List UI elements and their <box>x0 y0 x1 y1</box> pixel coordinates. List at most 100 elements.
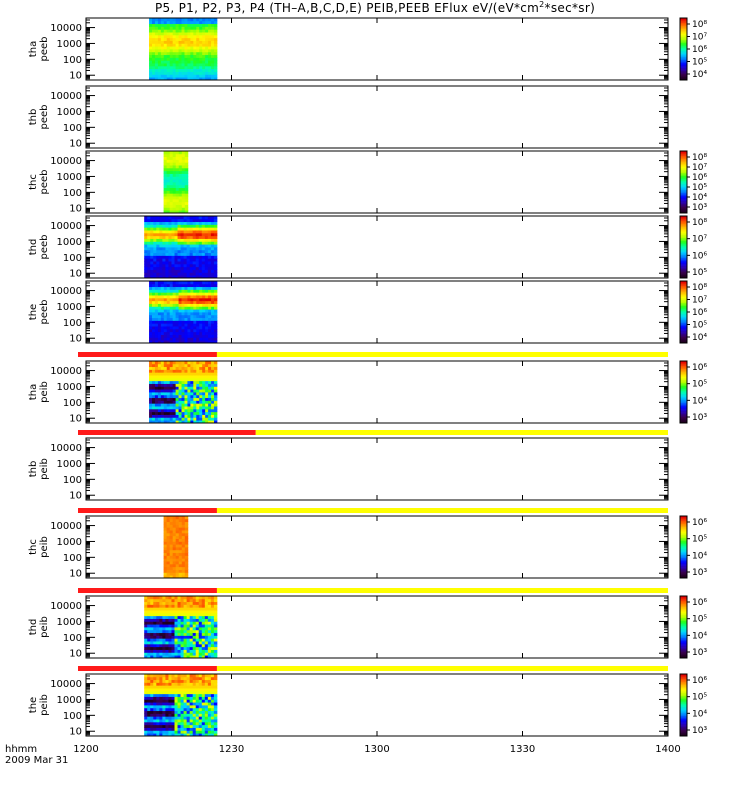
spectrogram-cell <box>205 23 209 27</box>
colorbar-frame <box>679 150 688 214</box>
spectrogram-cell <box>198 705 203 709</box>
spectrogram-cell <box>208 414 212 418</box>
spectrogram-cell <box>183 235 188 239</box>
spectrogram-cell <box>174 266 178 270</box>
colorbar-swatch <box>680 55 687 58</box>
spectrogram-cell <box>144 693 148 697</box>
spectrogram-cell <box>166 173 171 177</box>
spectrogram-cell <box>160 326 165 330</box>
spectrogram-cell <box>157 51 162 56</box>
spectrogram-cell <box>214 380 218 384</box>
spectrogram-cell <box>186 272 191 276</box>
spectrogram-cell <box>181 394 185 399</box>
spectrogram-cell <box>196 309 200 313</box>
spectrogram-cell <box>169 176 174 180</box>
y-tick-label: 10 <box>69 414 82 425</box>
spectrogram-cell <box>192 232 197 237</box>
spectrogram-cell <box>149 306 153 310</box>
spectrogram-cell <box>211 366 215 370</box>
spectrogram-cell <box>147 724 151 728</box>
spectrogram-cell <box>196 408 200 413</box>
spectrogram-cell <box>181 54 185 58</box>
spectrogram-cell <box>184 184 189 189</box>
spectrogram-cell <box>208 283 212 288</box>
spectrogram-cell <box>178 394 182 399</box>
spectrogram-cell <box>175 46 179 50</box>
spectrogram-cell <box>144 702 148 706</box>
spectrogram-cell <box>211 340 215 344</box>
spectrogram-cell <box>157 312 162 316</box>
spectrogram-cell <box>189 252 194 256</box>
spectrogram-cell <box>201 232 206 237</box>
spectrogram-cell <box>204 713 209 717</box>
spectrogram-cell <box>156 705 160 709</box>
spectrogram-cell <box>153 655 157 659</box>
spectrogram-cell <box>160 408 165 413</box>
spectrogram-cell <box>205 340 209 344</box>
spectrogram-cell <box>186 676 191 681</box>
spectrogram-cell <box>174 224 178 228</box>
spectrogram-cell <box>208 292 212 296</box>
spectrogram-cell <box>163 165 168 169</box>
spectrogram-cell <box>184 417 188 421</box>
colorbar-swatch <box>680 653 687 656</box>
spectrogram-cell <box>175 43 179 47</box>
spectrogram-cell <box>156 699 160 703</box>
spectrogram-cell <box>159 598 163 603</box>
spectrogram-cell <box>178 411 182 415</box>
spectrogram-cell <box>211 389 215 393</box>
spectrogram-cell <box>156 258 160 262</box>
spectrogram-cell <box>168 707 172 712</box>
spectrogram-cell <box>172 561 177 565</box>
spectrogram-cell <box>189 643 194 648</box>
spectrogram-cell <box>208 380 212 384</box>
spectrogram-cell <box>202 420 206 424</box>
spectrogram-cell <box>152 77 156 81</box>
y-tick-label: 100 <box>63 633 82 644</box>
spectrogram-cell <box>149 363 153 368</box>
spectrogram-cell <box>154 406 159 410</box>
spectrogram-cell <box>154 361 159 365</box>
colorbar-swatch <box>680 722 687 724</box>
spectrogram-cell <box>183 244 188 248</box>
colorbar-swatch <box>680 723 687 726</box>
spectrogram-cell <box>174 727 178 731</box>
spectrogram-cell <box>172 306 177 310</box>
spectrogram-cell <box>152 312 156 316</box>
spectrogram-cell <box>181 68 185 72</box>
spectrogram-cell <box>156 690 160 695</box>
spectrogram-cell <box>157 389 162 393</box>
spectrogram-cell <box>163 37 168 41</box>
colorbar-swatch <box>680 528 687 531</box>
spectrogram-cell <box>163 323 168 327</box>
spectrogram-cell <box>159 702 163 706</box>
spectrogram-cell <box>159 629 163 634</box>
spectrogram-cell <box>213 705 218 709</box>
spectrogram-cell <box>178 29 182 33</box>
spectrogram-cell <box>205 300 209 304</box>
spectrogram-cell <box>190 37 194 41</box>
spectrogram-cell <box>202 331 206 335</box>
spectrogram-cell <box>204 721 209 726</box>
colorbar-swatch <box>680 216 687 218</box>
spectrogram-cell <box>189 696 194 700</box>
spectrogram-cell <box>157 303 162 307</box>
spectrogram-cell <box>150 604 154 608</box>
spectrogram-cell <box>144 624 148 628</box>
spectrogram-cell <box>187 65 191 70</box>
spectrogram-cell <box>168 224 172 228</box>
colorbar-swatch <box>680 183 687 186</box>
spectrogram-cell <box>174 238 178 242</box>
colorbar-swatch <box>680 200 687 203</box>
spectrogram-cell <box>204 269 209 273</box>
spectrogram-cell <box>204 224 209 228</box>
spectrogram-cell <box>199 417 203 421</box>
spectrogram-cell <box>210 676 215 681</box>
spectrogram-cell <box>199 54 203 58</box>
spectrogram-cell <box>144 230 148 234</box>
spectrogram-cell <box>152 57 156 61</box>
spectrogram-cell <box>162 721 166 726</box>
spectrogram-cell <box>154 309 159 313</box>
spectrogram-cell <box>196 383 200 387</box>
spectrogram-cell <box>159 269 163 273</box>
